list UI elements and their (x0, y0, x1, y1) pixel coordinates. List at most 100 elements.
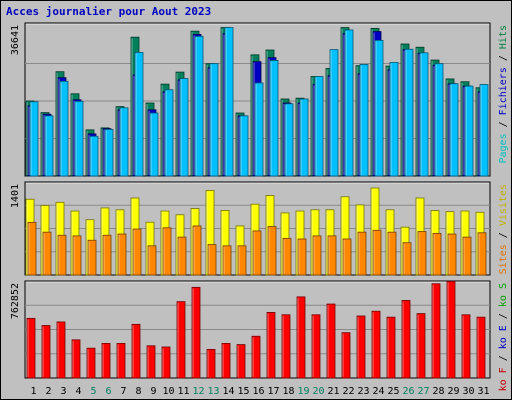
bar-visits-sites-5 (87, 239, 97, 276)
bar-visits-sites-30 (462, 236, 472, 276)
max-label-volume: 762852 (10, 283, 21, 319)
bar-volume-ko-f-5 (86, 347, 96, 379)
x-label-day-4: 4 (75, 386, 81, 397)
bar-volume-ko-f-31 (476, 316, 486, 379)
bar-volume-ko-f-8 (131, 323, 141, 379)
bar-volume-ko-f-26 (401, 300, 411, 379)
bar-volume-ko-f-6 (101, 343, 111, 379)
x-label-day-29: 29 (447, 386, 459, 397)
bar-visits-sites-23 (357, 231, 367, 276)
bar-traffic-pages-19 (299, 98, 309, 177)
x-label-day-8: 8 (135, 386, 141, 397)
bar-volume-ko-f-18 (281, 314, 291, 379)
bar-volume-ko-f-15 (236, 344, 246, 379)
chart-panels: 36641 Pages / Fichiers / Hits 1401 Sites / … (10, 22, 509, 391)
x-label-day-10: 10 (162, 386, 174, 397)
max-label-traffic: 36641 (10, 25, 21, 55)
bar-traffic-pages-9 (149, 112, 159, 177)
legend-part-volume-3: / (498, 307, 509, 325)
bar-volume-ko-f-24 (371, 310, 381, 379)
bar-traffic-pages-21 (329, 49, 339, 177)
bar-traffic-pages-15 (239, 115, 249, 177)
bar-traffic-pages-8 (134, 52, 144, 177)
bar-traffic-pages-24 (374, 39, 384, 177)
bar-traffic-pages-6 (104, 129, 114, 177)
legend-visits: Sites / Visites (498, 184, 509, 274)
bar-traffic-pages-11 (179, 78, 189, 177)
x-label-day-14: 14 (222, 386, 234, 397)
panel-volume: 762852 ko F / ko E / ko S (10, 280, 509, 391)
legend-part-visits-2: Visites (498, 184, 509, 226)
bar-visits-sites-17 (267, 226, 277, 276)
bar-traffic-pages-20 (314, 76, 324, 177)
bar-volume-ko-f-2 (41, 325, 51, 379)
bar-traffic-pages-16 (254, 82, 264, 177)
bar-traffic-pages-30 (464, 85, 474, 177)
bar-volume-ko-f-13 (206, 348, 216, 379)
bar-traffic-pages-29 (449, 83, 459, 177)
bar-traffic-pages-1 (29, 101, 39, 177)
series-ko-f (26, 280, 486, 379)
bar-visits-sites-7 (117, 233, 127, 276)
bar-volume-ko-f-1 (26, 317, 36, 379)
bar-traffic-pages-28 (434, 63, 444, 177)
bar-traffic-pages-2 (44, 115, 54, 177)
x-label-day-30: 30 (462, 386, 474, 397)
series-pages (29, 27, 489, 177)
bar-visits-sites-3 (57, 234, 67, 276)
bar-volume-ko-f-16 (251, 335, 261, 379)
legend-part-traffic-4: Hits (498, 25, 509, 49)
bar-volume-ko-f-17 (266, 311, 276, 379)
x-label-day-17: 17 (267, 386, 279, 397)
bar-volume-ko-f-14 (221, 343, 231, 379)
x-label-day-26: 26 (402, 386, 414, 397)
bar-visits-sites-12 (192, 225, 202, 276)
bar-visits-sites-31 (477, 232, 487, 276)
bar-visits-sites-2 (42, 231, 52, 276)
legend-volume: ko F / ko E / ko S (498, 283, 509, 391)
x-label-day-24: 24 (372, 386, 384, 397)
bar-traffic-pages-10 (164, 89, 174, 177)
legend-part-volume-0: ko F (498, 367, 509, 391)
bar-visits-sites-24 (372, 229, 382, 276)
bar-volume-ko-f-11 (176, 301, 186, 379)
x-label-day-3: 3 (60, 386, 66, 397)
bar-traffic-pages-17 (269, 60, 279, 177)
x-label-day-25: 25 (387, 386, 399, 397)
bar-volume-ko-f-29 (446, 280, 456, 379)
bar-volume-ko-f-22 (341, 332, 351, 379)
series-sites (27, 221, 487, 276)
panel-visits: 1401 Sites / Visites (10, 181, 509, 276)
legend-part-volume-4: ko S (498, 283, 509, 307)
x-label-day-21: 21 (327, 386, 339, 397)
legend-part-visits-0: Sites (498, 244, 509, 274)
x-label-day-1: 1 (30, 386, 36, 397)
bar-traffic-pages-26 (404, 48, 414, 177)
x-label-day-27: 27 (417, 386, 429, 397)
bar-volume-ko-f-28 (431, 283, 441, 379)
bar-visits-sites-26 (402, 242, 412, 276)
legend-part-volume-2: ko E (498, 325, 509, 349)
max-label-visits: 1401 (10, 184, 21, 208)
bar-traffic-pages-31 (479, 84, 489, 177)
bar-visits-sites-14 (222, 245, 232, 276)
bar-visits-sites-9 (147, 245, 157, 276)
legend-traffic: Pages / Fichiers / Hits (498, 25, 509, 164)
bar-visits-sites-27 (417, 231, 427, 276)
bar-visits-sites-28 (432, 232, 442, 276)
x-label-day-6: 6 (105, 386, 111, 397)
legend-part-traffic-2: Fichiers (498, 67, 509, 115)
bar-traffic-pages-13 (209, 63, 219, 177)
bar-volume-ko-f-10 (161, 346, 171, 379)
bar-visits-sites-4 (72, 235, 82, 276)
bar-traffic-pages-25 (389, 62, 399, 177)
x-axis-labels: 1 2 3 4 5 6 7 8 9 10 11 12 13 14 15 16 17 18 19 20 21 22 23 24 2… (30, 386, 489, 397)
x-label-day-31: 31 (477, 386, 489, 397)
bar-volume-ko-f-7 (116, 343, 126, 379)
x-label-day-20: 20 (312, 386, 324, 397)
bar-traffic-pages-22 (344, 29, 354, 177)
bar-visits-sites-13 (207, 244, 217, 276)
bar-volume-ko-f-21 (326, 303, 336, 379)
x-label-day-19: 19 (297, 386, 309, 397)
